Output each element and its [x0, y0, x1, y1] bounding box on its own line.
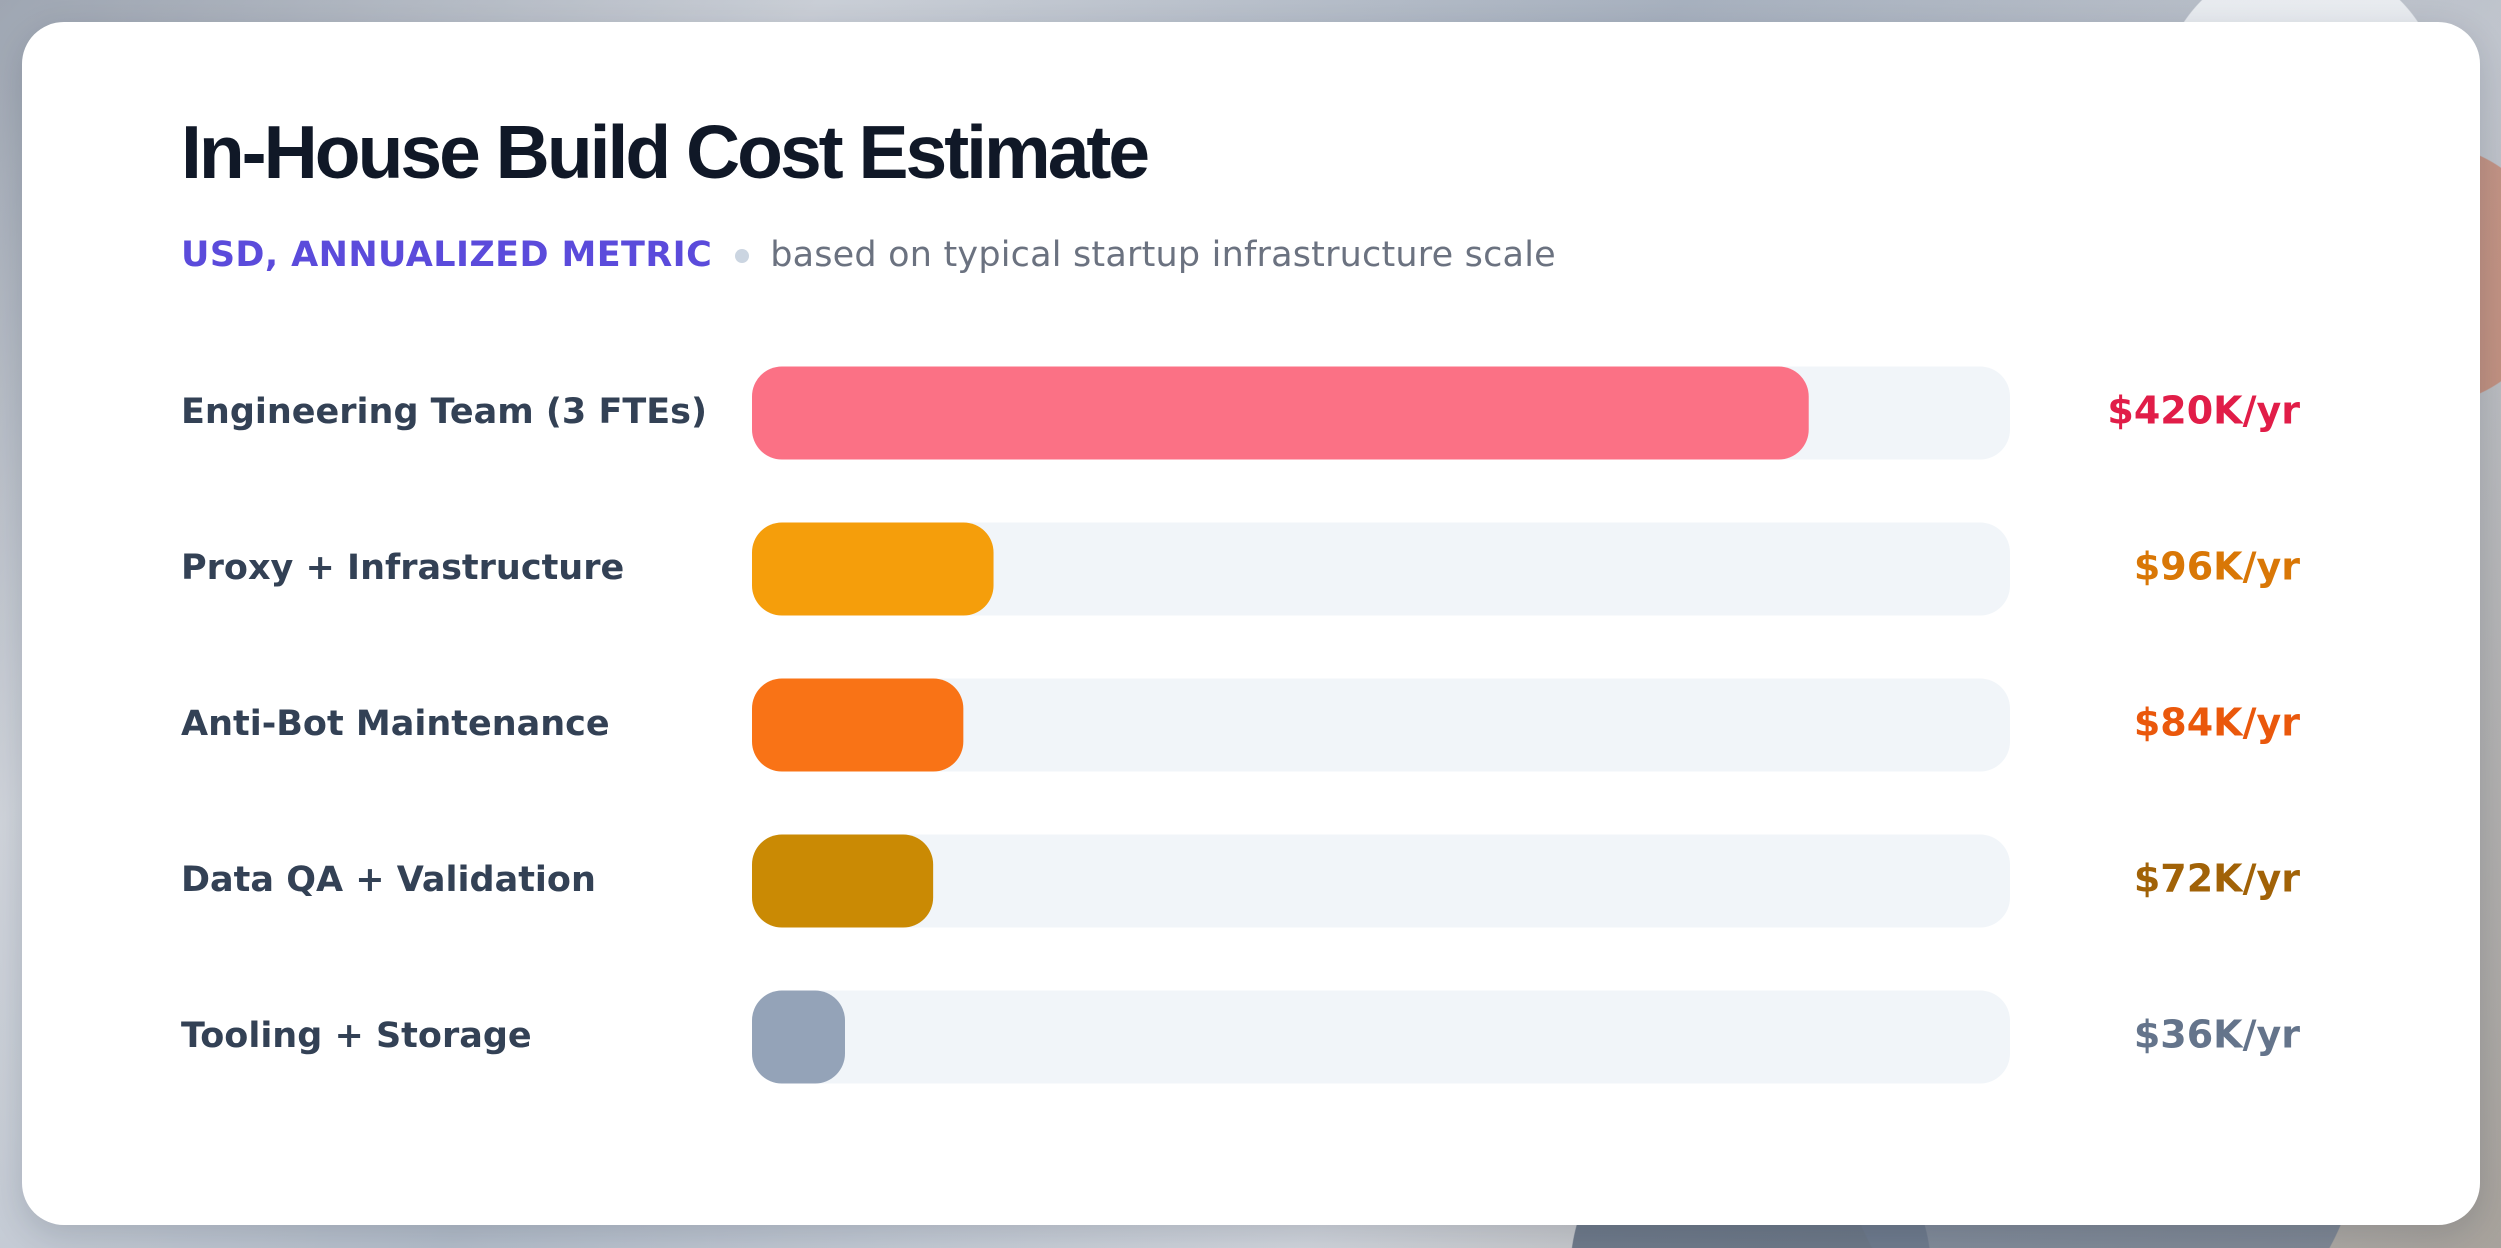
chart-subtitle: USD, ANNUALIZED METRIC based on typical …: [181, 238, 1556, 273]
chart-panel: [149, 98, 2381, 1136]
metric-label: USD, ANNUALIZED METRIC: [181, 235, 713, 275]
bar: [752, 678, 964, 772]
bar-track: [752, 834, 2010, 928]
category-label: Tooling + Storage: [181, 1016, 532, 1056]
value-label: $84K/yr: [2134, 701, 2300, 745]
bar: [752, 834, 934, 928]
category-label: Anti-Bot Maintenance: [181, 704, 610, 744]
subtitle-separator-dot: [735, 248, 750, 263]
category-label: Proxy + Infrastructure: [181, 548, 624, 588]
bar-track: [752, 522, 2010, 616]
chart-card: [22, 22, 2480, 1225]
value-label: $72K/yr: [2134, 857, 2300, 901]
bar: [752, 990, 845, 1084]
category-label: Engineering Team (3 FTEs): [181, 392, 707, 432]
chart-title: In-House Build Cost Estimate: [181, 110, 1150, 194]
bar-track: [752, 678, 2010, 772]
bar-track: [752, 990, 2010, 1084]
category-label: Data QA + Validation: [181, 860, 596, 900]
bar: [752, 366, 1809, 460]
subtitle-note: based on typical startup infrastructure …: [770, 235, 1556, 275]
bar: [752, 522, 994, 616]
value-label: $420K/yr: [2107, 389, 2300, 433]
value-label: $36K/yr: [2134, 1013, 2300, 1057]
value-label: $96K/yr: [2134, 545, 2300, 589]
